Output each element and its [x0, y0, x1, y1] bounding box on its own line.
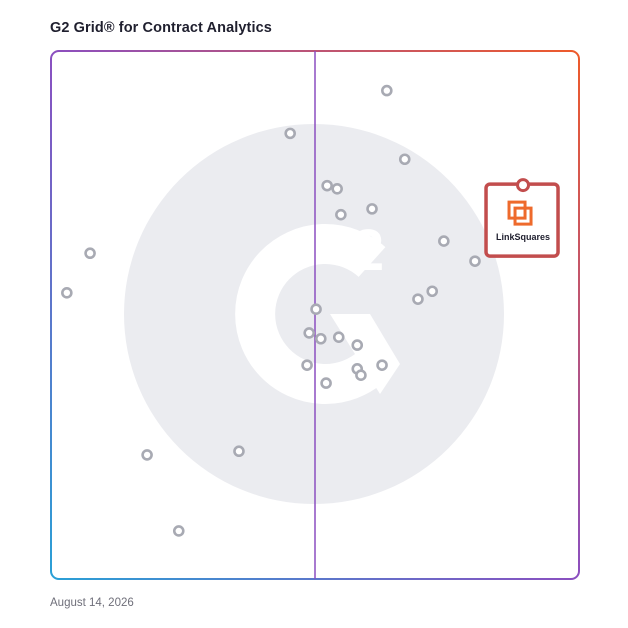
linksquares-card[interactable]: LinkSquares — [484, 178, 560, 258]
report-date: August 14, 2026 — [50, 597, 134, 609]
chart-title: G2 Grid® for Contract Analytics — [50, 20, 272, 36]
product-dot[interactable] — [315, 332, 327, 345]
product-dot[interactable] — [412, 293, 424, 305]
product-dot[interactable] — [172, 525, 185, 537]
product-dot[interactable] — [331, 183, 343, 195]
svg-text:2: 2 — [352, 218, 384, 283]
product-dot[interactable] — [320, 377, 332, 389]
product-dot[interactable] — [335, 208, 347, 221]
product-dot[interactable] — [426, 285, 439, 298]
product-dot[interactable] — [284, 127, 296, 140]
product-dot[interactable] — [310, 303, 322, 315]
product-dot[interactable] — [438, 235, 450, 247]
product-dot[interactable] — [233, 445, 245, 458]
product-dot[interactable] — [303, 327, 315, 339]
product-dot[interactable] — [84, 247, 96, 260]
product-dot[interactable] — [381, 84, 393, 97]
product-dot[interactable] — [366, 203, 378, 215]
product-dot[interactable] — [332, 331, 345, 343]
product-dot[interactable] — [61, 287, 73, 299]
product-dot[interactable] — [301, 359, 313, 371]
product-dot[interactable] — [376, 359, 388, 371]
linksquares-card-frame[interactable] — [484, 182, 560, 258]
product-dot[interactable] — [351, 339, 364, 351]
linksquares-marker[interactable] — [516, 178, 531, 193]
product-dot[interactable] — [141, 449, 153, 461]
product-dot[interactable] — [398, 153, 411, 166]
product-dot[interactable] — [355, 369, 367, 381]
linksquares-label: LinkSquares — [496, 232, 550, 242]
product-dot[interactable] — [321, 179, 333, 192]
linksquares-logo-icon — [507, 200, 533, 226]
data-points — [61, 84, 481, 537]
product-dot[interactable] — [469, 255, 481, 267]
